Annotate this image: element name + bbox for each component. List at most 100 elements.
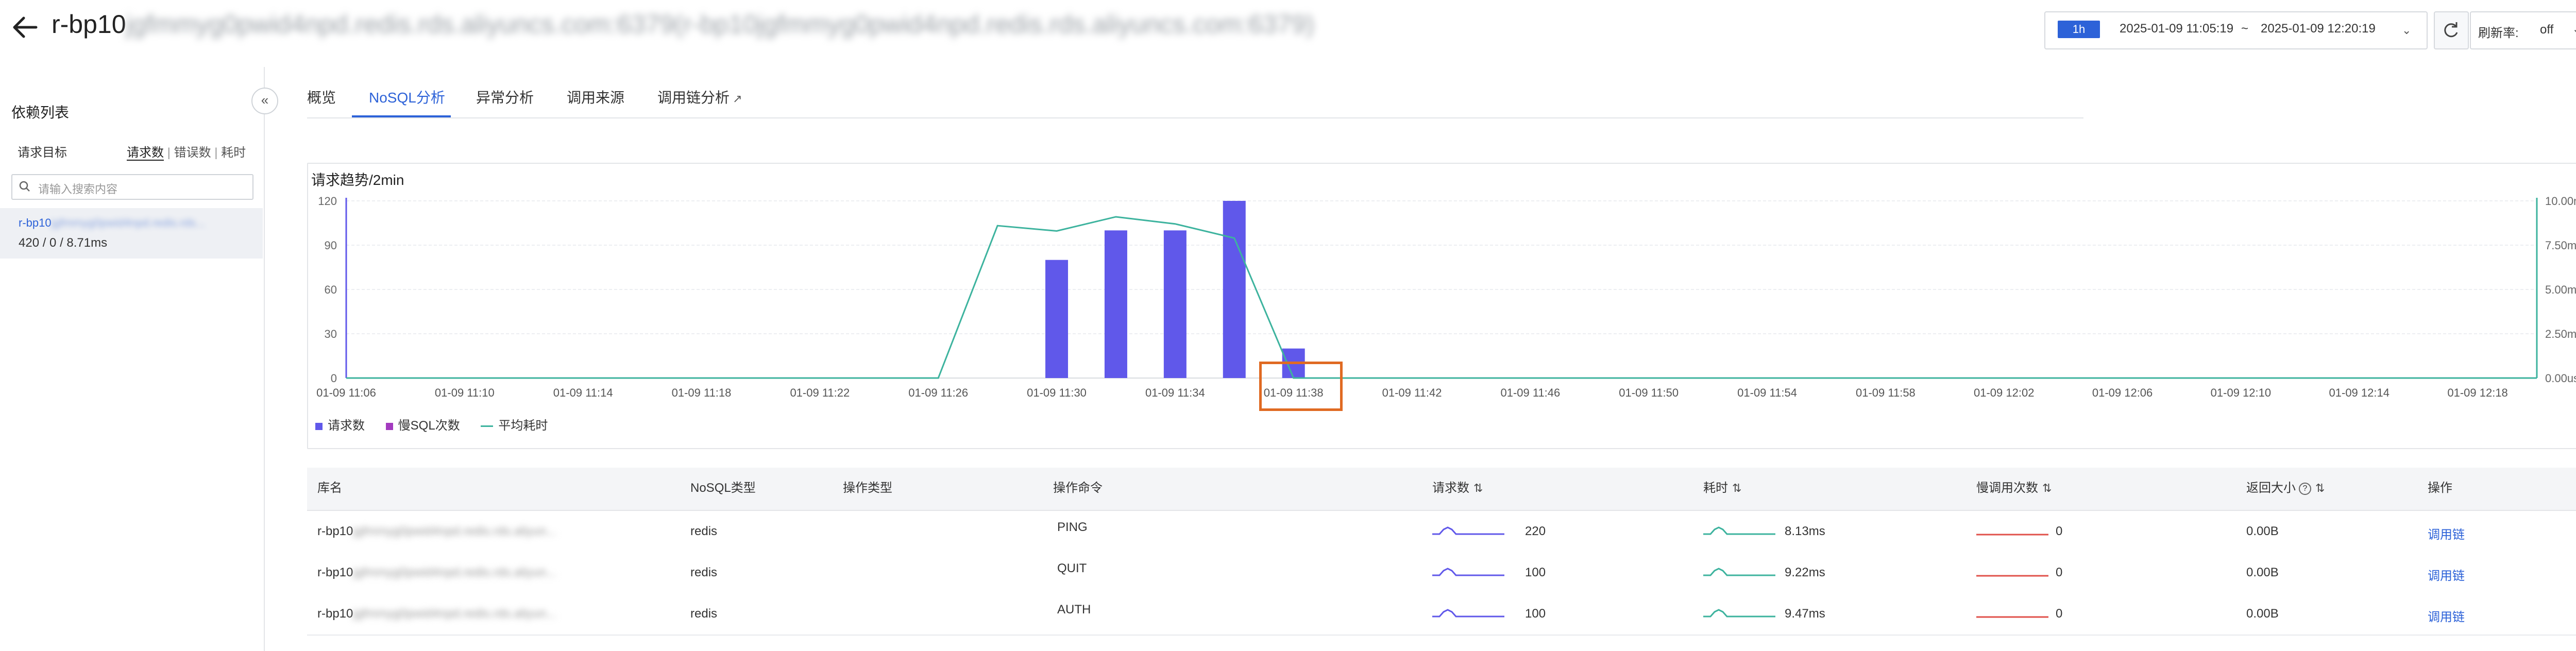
x-tick-label: 01-09 11:42 (1382, 386, 1442, 399)
legend-item-slow-sql[interactable]: 慢SQL次数 (385, 415, 460, 433)
search-placeholder: 请输入搜索内容 (38, 183, 118, 196)
sort-icon[interactable]: ⇅ (1473, 482, 1483, 494)
slow-calls-cell: 0 (2056, 607, 2063, 621)
collapse-panel-icon[interactable]: « (251, 88, 278, 114)
latency-sparkline (1703, 568, 1775, 576)
col-op-command: 操作命令 (1053, 481, 1103, 495)
y-left-tick-label: 120 (318, 195, 337, 208)
col-slow-calls[interactable]: 慢调用次数 ⇅ (1976, 468, 2052, 509)
nosql-type-cell: redis (690, 607, 718, 621)
refresh-button[interactable] (2434, 11, 2469, 49)
tab-trace-analysis-label: 调用链分析 (657, 90, 730, 106)
dependency-panel (0, 67, 265, 651)
x-tick-label: 01-09 11:46 (1500, 386, 1560, 399)
bar-requests (1045, 260, 1069, 378)
latency-cell: 9.22ms (1785, 566, 1825, 579)
op-command-cell: QUIT (1057, 561, 1087, 575)
sort-icon[interactable]: ⇅ (1732, 482, 1742, 494)
highlight-annotation-box (1259, 362, 1343, 411)
trace-link[interactable]: 调用链 (2428, 610, 2465, 624)
op-command-cell: PING (1057, 520, 1088, 534)
avg-latency-line (346, 216, 2537, 379)
tab-call-source[interactable]: 调用来源 (567, 90, 625, 106)
dependency-list-title: 依赖列表 (11, 105, 70, 121)
back-arrow-icon[interactable] (9, 11, 41, 43)
db-name-prefix: r-bp10 (317, 566, 353, 579)
y-right-tick-label: 5.00ms (2545, 283, 2576, 296)
active-tab-indicator (352, 115, 451, 117)
requests-sparkline (1432, 609, 1504, 618)
legend-item-requests[interactable]: 请求数 (315, 415, 365, 433)
tab-nosql-analysis[interactable]: NoSQL分析 (369, 90, 445, 106)
legend-item-avg-latency[interactable]: 平均耗时 (481, 415, 548, 433)
time-range-badge[interactable]: 1h (2058, 21, 2100, 38)
title-blurred-host: jgfmmyg0pwid4npd.redis.rds.aliyuncs.com:… (126, 10, 1315, 39)
sort-icon[interactable]: ⇅ (2315, 482, 2325, 494)
legend-swatch-avg-latency (481, 425, 494, 427)
col-return-size-label: 返回大小 (2246, 481, 2296, 495)
time-range-picker[interactable]: 1h 2025-01-09 11:05:19 ~ 2025-01-09 12:2… (2044, 11, 2428, 49)
x-tick-label: 01-09 12:06 (2092, 386, 2153, 399)
bar-requests (1163, 230, 1187, 378)
tab-overview[interactable]: 概览 (307, 90, 336, 106)
help-icon[interactable]: ? (2299, 482, 2311, 495)
requests-sparkline (1432, 568, 1504, 576)
metric-switcher: 请求数 | 错误数 | 耗时 (127, 146, 246, 161)
latency-sparkline (1703, 526, 1775, 535)
chart-legend: 请求数 慢SQL次数 平均耗时 (315, 415, 565, 433)
x-tick-label: 01-09 12:10 (2211, 386, 2271, 399)
chevron-down-icon[interactable]: ⌄ (2572, 22, 2576, 37)
table-row[interactable]: r-bp10jgfmmyg0pwid4npd.redis.rds.aliyun.… (307, 511, 2576, 553)
col-requests-label: 请求数 (1432, 481, 1469, 495)
col-requests[interactable]: 请求数 ⇅ (1432, 468, 1483, 509)
db-name-cell: r-bp10jgfmmyg0pwid4npd.redis.rds.aliyun.… (317, 566, 556, 580)
legend-swatch-requests (315, 422, 323, 430)
dependency-list-item[interactable] (0, 208, 263, 259)
requests-cell: 100 (1525, 566, 1546, 579)
tab-exception-analysis[interactable]: 异常分析 (476, 90, 534, 106)
y-left-tick-label: 30 (325, 328, 337, 340)
legend-label-slow-sql: 慢SQL次数 (398, 419, 460, 433)
bar-requests (1223, 201, 1246, 378)
page-title: r-bp10jgfmmyg0pwid4npd.redis.rds.aliyunc… (52, 9, 1314, 39)
metric-option-errors[interactable]: 错误数 (174, 146, 211, 160)
y-left-tick-label: 60 (325, 283, 337, 296)
requests-cell: 220 (1525, 524, 1546, 538)
slow-call-sparkline (1976, 534, 2048, 536)
return-size-cell: 0.00B (2246, 524, 2279, 538)
return-size-cell: 0.00B (2246, 607, 2279, 621)
col-op-type: 操作类型 (843, 481, 892, 495)
col-return-size[interactable]: 返回大小? ⇅ (2246, 468, 2325, 509)
time-separator: ~ (2241, 22, 2249, 36)
nosql-type-cell: redis (690, 524, 718, 538)
latency-cell: 8.13ms (1785, 524, 1825, 538)
sort-icon[interactable]: ⇅ (2042, 482, 2052, 494)
metric-option-requests[interactable]: 请求数 (127, 146, 164, 161)
x-tick-label: 01-09 11:22 (790, 386, 850, 399)
refresh-icon (2444, 22, 2458, 38)
dependency-search-input[interactable]: 请输入搜索内容 (11, 174, 253, 200)
table-row[interactable]: r-bp10jgfmmyg0pwid4npd.redis.rds.aliyun.… (307, 552, 2576, 594)
col-slow-calls-label: 慢调用次数 (1976, 481, 2038, 495)
dependency-item-name[interactable]: r-bp10jgfmmyg0pwid4npd.redis.rds... (19, 216, 205, 230)
trace-link[interactable]: 调用链 (2428, 569, 2465, 583)
return-size-cell: 0.00B (2246, 566, 2279, 579)
col-latency[interactable]: 耗时 ⇅ (1703, 468, 1741, 509)
requests-cell: 100 (1525, 607, 1546, 621)
col-nosql-type: NoSQL类型 (690, 481, 756, 495)
slow-call-sparkline (1976, 616, 2048, 618)
op-command-cell: AUTH (1057, 603, 1091, 616)
trace-link[interactable]: 调用链 (2428, 528, 2465, 542)
x-tick-label: 01-09 11:18 (672, 386, 732, 399)
time-start: 2025-01-09 11:05:19 (2120, 22, 2234, 36)
chevron-down-icon[interactable]: ⌄ (2402, 24, 2412, 37)
refresh-rate-select[interactable]: 刷新率: off ⌄ (2470, 11, 2576, 49)
table-header (307, 468, 2576, 511)
tab-trace-analysis[interactable]: 调用链分析 ↗ (657, 87, 742, 107)
legend-swatch-slow-sql (385, 422, 393, 430)
metric-option-latency[interactable]: 耗时 (221, 146, 246, 160)
db-name-cell: r-bp10jgfmmyg0pwid4npd.redis.rds.aliyun.… (317, 607, 556, 621)
col-actions: 操作 (2428, 481, 2452, 495)
table-row[interactable]: r-bp10jgfmmyg0pwid4npd.redis.rds.aliyun.… (307, 593, 2576, 636)
nosql-type-cell: redis (690, 566, 718, 579)
